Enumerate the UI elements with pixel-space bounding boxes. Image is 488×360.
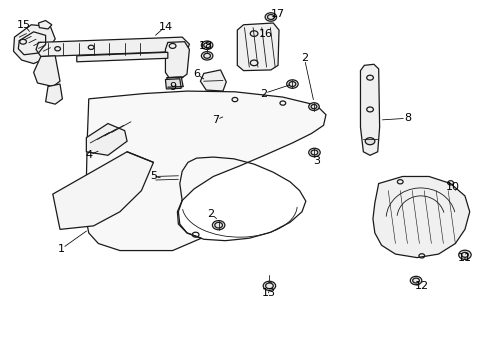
Text: 11: 11 [457,253,471,262]
Polygon shape [39,21,52,29]
Polygon shape [218,106,238,124]
Text: 17: 17 [270,9,285,19]
Text: 5: 5 [150,171,157,181]
Polygon shape [372,176,469,258]
Text: 13: 13 [261,288,275,298]
Circle shape [286,80,298,88]
Polygon shape [165,42,189,80]
Polygon shape [200,70,226,91]
Text: 12: 12 [414,281,428,291]
Text: 18: 18 [199,41,213,51]
Text: 2: 2 [260,89,266,99]
Polygon shape [36,37,189,57]
Polygon shape [77,52,167,62]
Text: 7: 7 [212,115,219,125]
Polygon shape [45,84,62,104]
Circle shape [263,281,275,291]
Text: 2: 2 [207,208,214,219]
Polygon shape [84,91,325,251]
Text: 2: 2 [300,53,307,63]
Circle shape [201,41,212,49]
Text: 8: 8 [403,113,410,123]
Circle shape [409,276,421,285]
Text: 10: 10 [445,182,459,192]
Circle shape [365,138,374,145]
Polygon shape [14,25,55,64]
Circle shape [201,51,212,60]
Circle shape [212,221,224,230]
Text: 1: 1 [58,244,65,254]
Polygon shape [165,79,181,89]
Circle shape [264,13,276,21]
Text: 6: 6 [193,69,200,79]
Circle shape [458,250,470,259]
Polygon shape [34,56,60,86]
Polygon shape [156,171,179,185]
Text: 15: 15 [17,20,31,30]
Polygon shape [360,64,379,155]
Text: 4: 4 [85,150,92,160]
Text: 16: 16 [259,28,272,39]
Polygon shape [86,123,127,155]
Text: 3: 3 [312,156,319,166]
Text: 14: 14 [158,22,172,32]
Polygon shape [53,152,153,229]
Polygon shape [166,77,183,87]
Circle shape [308,103,319,111]
Text: 9: 9 [169,81,176,91]
Polygon shape [237,23,279,71]
Circle shape [308,148,320,157]
